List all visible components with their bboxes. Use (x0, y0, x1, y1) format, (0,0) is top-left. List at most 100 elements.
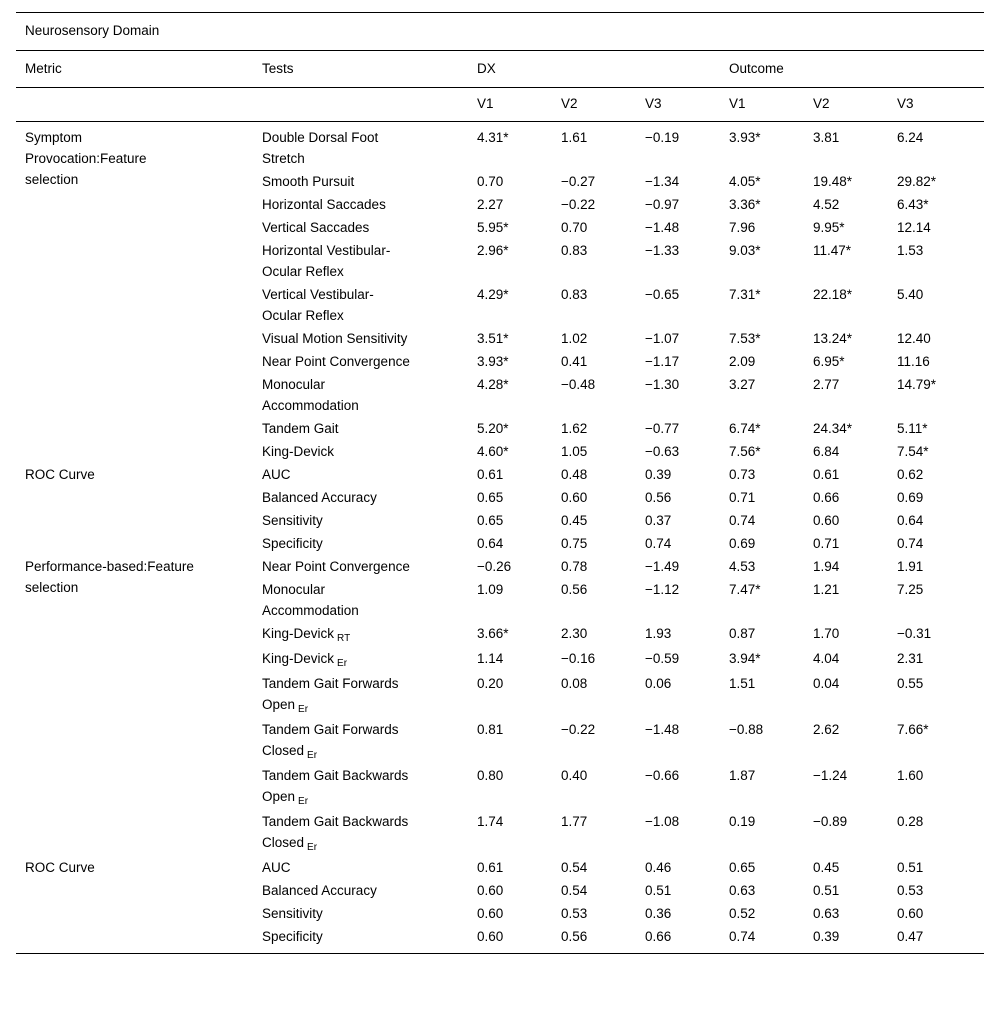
test-name: Tandem Gait (262, 421, 339, 436)
outcome-v3-value: 0.28 (897, 814, 924, 829)
outcome-v1-value: 7.31* (729, 287, 761, 302)
metric-group-label: Symptom Provocation:Feature selection (25, 130, 147, 187)
outcome-v2-value: 0.61 (813, 467, 840, 482)
dx-v1-value: 3.51* (477, 331, 509, 346)
outcome-v1-value: 7.96 (729, 220, 756, 235)
test-name-subscript: Er (298, 796, 309, 807)
dx-v3-value: −1.34 (645, 174, 680, 189)
test-name-cell: AUC (253, 463, 468, 486)
dx-v1-value: 3.66* (477, 626, 509, 641)
table-row: Balanced Accuracy 0.65 0.60 0.56 0.71 0.66 0.6… (16, 486, 984, 509)
test-name-cell: Specificity (253, 532, 468, 555)
outcome-v1-value: 7.47* (729, 582, 761, 597)
test-name-cell: AUC (253, 856, 468, 879)
dx-v2-header: V2 (552, 87, 636, 122)
test-name-subscript: Er (307, 842, 318, 853)
dx-v2-value: −0.16 (561, 651, 596, 666)
outcome-v1-value: 3.94* (729, 651, 761, 666)
test-name-subscript: RT (337, 633, 351, 644)
dx-v1-value: 0.64 (477, 536, 504, 551)
outcome-v3-value: 0.62 (897, 467, 924, 482)
test-name: Near Point Convergence (262, 559, 410, 574)
dx-v1-value: 4.60* (477, 444, 509, 459)
test-name-subscript: Er (307, 750, 318, 761)
outcome-v2-value: 9.95* (813, 220, 845, 235)
outcome-v1-header: V1 (720, 87, 804, 122)
test-name-cell: Vertical Vestibular-Ocular Reflex (253, 283, 468, 327)
test-name: Vertical Vestibular-Ocular Reflex (262, 287, 374, 323)
dx-v2-value: 0.54 (561, 883, 588, 898)
dx-v1-value: 0.20 (477, 676, 504, 691)
dx-v2-value: 0.56 (561, 929, 588, 944)
outcome-v3-value: 1.53 (897, 243, 924, 258)
dx-v3-value: −1.07 (645, 331, 680, 346)
outcome-v1-value: 0.87 (729, 626, 756, 641)
table-header: Neurosensory Domain Metric Tests DX Outc… (16, 12, 985, 122)
outcome-v3-value: 0.51 (897, 860, 924, 875)
outcome-v2-value: 19.48* (813, 174, 853, 189)
test-name-cell: Balanced Accuracy (253, 486, 468, 509)
dx-v2-value: 0.60 (561, 490, 588, 505)
dx-v1-value: 0.65 (477, 513, 504, 528)
outcome-v1-value: 4.53 (729, 559, 756, 574)
dx-v2-value: 1.61 (561, 130, 588, 145)
test-name-cell: Smooth Pursuit (253, 170, 468, 193)
test-name-cell: Vertical Saccades (253, 216, 468, 239)
test-name: Specificity (262, 929, 323, 944)
outcome-v3-value: 29.82* (897, 174, 937, 189)
dx-v2-value: 0.08 (561, 676, 588, 691)
test-name: Balanced Accuracy (262, 490, 377, 505)
dx-v3-value: −1.33 (645, 243, 680, 258)
outcome-v1-value: 4.05* (729, 174, 761, 189)
test-name: Specificity (262, 536, 323, 551)
header-spacer (253, 87, 468, 122)
dx-v2-value: 0.83 (561, 287, 588, 302)
dx-v1-value: 0.60 (477, 906, 504, 921)
table-row: Specificity 0.64 0.75 0.74 0.69 0.71 0.74 (16, 532, 984, 555)
table-row: King-Devick 4.60* 1.05 −0.63 7.56* 6.84 7.54* (16, 440, 984, 463)
test-name-cell: Monocular Accommodation (253, 578, 468, 622)
test-name-cell: Tandem Gait Backwards Open Er (253, 764, 468, 810)
table-row: Sensitivity 0.60 0.53 0.36 0.52 0.63 0.60 (16, 902, 984, 925)
dx-v1-value: 1.09 (477, 582, 504, 597)
test-name-cell: Tandem Gait Forwards Open Er (253, 672, 468, 718)
test-name-cell: Horizontal Saccades (253, 193, 468, 216)
dx-v3-value: 0.74 (645, 536, 672, 551)
dx-v1-value: 0.60 (477, 883, 504, 898)
table-title-row: Neurosensory Domain (16, 12, 985, 51)
test-name-cell: King-Devick (253, 440, 468, 463)
dx-v2-value: 0.53 (561, 906, 588, 921)
header-spacer (16, 87, 253, 122)
dx-v2-value: 0.70 (561, 220, 588, 235)
dx-v3-value: 0.06 (645, 676, 672, 691)
dx-v2-value: −0.27 (561, 174, 596, 189)
outcome-v1-value: 9.03* (729, 243, 761, 258)
test-name-cell: King-Devick RT (253, 622, 468, 647)
outcome-v2-value: 13.24* (813, 331, 853, 346)
outcome-v2-value: 2.62 (813, 722, 840, 737)
outcome-v2-value: 0.51 (813, 883, 840, 898)
dx-v3-value: 0.51 (645, 883, 672, 898)
outcome-v2-value: 3.81 (813, 130, 840, 145)
outcome-v1-value: 0.63 (729, 883, 756, 898)
metric-group-label: Performance-based:Feature selection (25, 559, 194, 595)
outcome-v2-value: 11.47* (813, 243, 852, 258)
table-row: Tandem Gait Forwards Closed Er 0.81 −0.22 −1… (16, 718, 984, 764)
column-header-tests: Tests (253, 50, 468, 88)
outcome-v2-value: 0.04 (813, 676, 840, 691)
dx-v3-value: −1.17 (645, 354, 680, 369)
outcome-v2-value: 0.71 (813, 536, 840, 551)
table-row: Horizontal Vestibular-Ocular Reflex 2.96*… (16, 239, 984, 283)
dx-v3-value: 0.37 (645, 513, 672, 528)
outcome-v2-value: 24.34* (813, 421, 853, 436)
dx-v3-value: −0.77 (645, 421, 680, 436)
dx-v1-value: 3.93* (477, 354, 509, 369)
dx-v1-value: 1.74 (477, 814, 504, 829)
dx-v3-value: −0.97 (645, 197, 680, 212)
outcome-v1-value: 7.53* (729, 331, 761, 346)
column-group-dx: DX (468, 50, 720, 88)
outcome-v3-value: 5.40 (897, 287, 924, 302)
dx-v3-value: −0.65 (645, 287, 680, 302)
test-name: Monocular Accommodation (262, 582, 359, 618)
